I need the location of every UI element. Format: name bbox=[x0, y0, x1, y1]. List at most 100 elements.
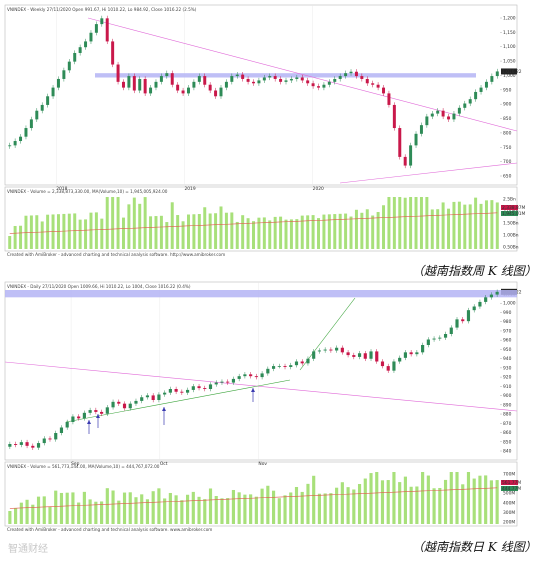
weekly-volume-bar bbox=[8, 236, 12, 249]
daily-candle-body bbox=[403, 352, 407, 358]
daily-volume-bar bbox=[254, 496, 258, 524]
daily-volume-bar bbox=[180, 500, 184, 524]
weekly-chart: VNINDEX - Weekly 27/11/2020 Open 991.67,… bbox=[4, 4, 526, 257]
daily-volume-bar bbox=[294, 486, 299, 524]
daily-candle-body bbox=[317, 350, 322, 352]
weekly-candle-body bbox=[203, 76, 207, 85]
daily-y-tick-label: 940 bbox=[503, 356, 512, 362]
daily-volume-bar bbox=[226, 498, 230, 524]
weekly-volume-bar bbox=[317, 218, 321, 249]
daily-candle-body bbox=[461, 319, 465, 322]
daily-candle-body bbox=[163, 392, 167, 395]
daily-trendlines bbox=[4, 297, 518, 423]
weekly-volume-bar bbox=[235, 221, 239, 249]
weekly-volume-bar bbox=[262, 217, 266, 249]
daily-candle-body bbox=[122, 403, 127, 409]
daily-volume-bar bbox=[203, 499, 207, 524]
weekly-x-tick-label: 2020 bbox=[313, 186, 324, 192]
weekly-candle-body bbox=[484, 81, 488, 88]
weekly-candles bbox=[8, 15, 499, 169]
daily-volume-bar bbox=[19, 502, 23, 524]
weekly-candle-body bbox=[376, 84, 380, 88]
weekly-volume-bar bbox=[138, 203, 142, 249]
weekly-volume-bar bbox=[490, 200, 494, 249]
weekly-candle-body bbox=[197, 76, 201, 82]
daily-candle-body bbox=[203, 388, 207, 389]
daily-candle-body bbox=[59, 427, 64, 433]
daily-candle-body bbox=[243, 374, 247, 377]
weekly-volume-value-label: 2,338.87M bbox=[502, 205, 526, 211]
weekly-candle-body bbox=[425, 116, 429, 126]
daily-volume-bar bbox=[484, 475, 488, 524]
weekly-candle-body bbox=[344, 73, 348, 77]
weekly-volume-bar bbox=[111, 197, 115, 249]
daily-volume-bar bbox=[208, 488, 213, 524]
daily-volume-value-label: 561.77M bbox=[502, 480, 521, 486]
daily-volume-bar bbox=[421, 472, 425, 524]
weekly-candle-body bbox=[457, 107, 461, 114]
weekly-candle-body bbox=[354, 71, 358, 77]
daily-y-tick-label: 890 bbox=[503, 402, 512, 408]
daily-candle-body bbox=[432, 338, 436, 340]
daily-candle-body bbox=[415, 352, 419, 355]
daily-volume-bar bbox=[466, 472, 471, 524]
daily-volume-bar bbox=[117, 500, 121, 524]
daily-candle-body bbox=[191, 386, 195, 390]
daily-candle-body bbox=[478, 301, 482, 307]
daily-volume-bar bbox=[323, 493, 327, 524]
weekly-candle-body bbox=[246, 78, 250, 82]
daily-candle-body bbox=[352, 355, 356, 357]
daily-y-tick-label: 900 bbox=[503, 393, 512, 399]
weekly-volume-bar bbox=[419, 197, 423, 249]
daily-candle-body bbox=[323, 349, 327, 351]
daily-trendline bbox=[299, 297, 356, 371]
daily-volume-bar bbox=[128, 492, 132, 524]
weekly-volume-bar bbox=[452, 201, 456, 249]
weekly-volume-bar bbox=[165, 222, 169, 249]
daily-resistance-band bbox=[5, 290, 517, 298]
weekly-volume-bar bbox=[279, 216, 283, 249]
daily-volume-bar bbox=[36, 496, 41, 524]
weekly-candle-body bbox=[252, 81, 255, 84]
daily-candle-body bbox=[100, 411, 104, 414]
daily-volume-bar bbox=[357, 484, 362, 524]
weekly-volume-bar bbox=[105, 197, 109, 249]
weekly-volume-bar bbox=[100, 218, 104, 249]
weekly-candle-body bbox=[181, 90, 185, 94]
weekly-y-tick-label: 1,050 bbox=[503, 59, 516, 65]
weekly-volume-bars bbox=[8, 197, 499, 249]
weekly-candle-body bbox=[495, 71, 499, 77]
weekly-volume-bar bbox=[382, 205, 386, 249]
weekly-volume-tick-label: 0.50Bn bbox=[503, 245, 519, 251]
weekly-y-tick-label: 700 bbox=[503, 159, 512, 165]
daily-volume-bar bbox=[340, 482, 344, 524]
daily-candle-body bbox=[495, 291, 499, 295]
weekly-candle-body bbox=[452, 113, 456, 120]
daily-support-arrows bbox=[87, 388, 255, 434]
daily-candle-body bbox=[134, 400, 138, 404]
daily-y-tick-label: 1,000 bbox=[503, 301, 516, 307]
weekly-candle-body bbox=[279, 78, 283, 82]
weekly-volume-tick-label: 1.50Bn bbox=[503, 221, 519, 227]
daily-volume-value-box bbox=[501, 480, 518, 485]
daily-candle-body bbox=[271, 366, 276, 369]
weekly-candle-body bbox=[186, 87, 190, 94]
weekly-volume-bar bbox=[230, 212, 234, 249]
daily-volume-tick-label: 200M bbox=[503, 520, 515, 526]
daily-arrow-head bbox=[96, 414, 100, 418]
weekly-volume-bar bbox=[132, 197, 136, 249]
daily-volume-bar bbox=[375, 472, 379, 524]
weekly-volume-bar bbox=[441, 202, 445, 249]
weekly-volume-bar bbox=[484, 200, 488, 249]
daily-volume-bar bbox=[329, 493, 333, 524]
weekly-candle-body bbox=[268, 76, 272, 78]
weekly-volume-value-box bbox=[501, 205, 518, 210]
daily-candle-body bbox=[254, 376, 258, 378]
daily-volume-bar bbox=[191, 491, 195, 524]
daily-volume-bar bbox=[8, 511, 12, 524]
daily-candle-body bbox=[94, 410, 98, 412]
daily-candle-body bbox=[484, 297, 488, 302]
daily-trendline bbox=[65, 379, 291, 423]
daily-y-tick-label: 880 bbox=[503, 412, 512, 418]
